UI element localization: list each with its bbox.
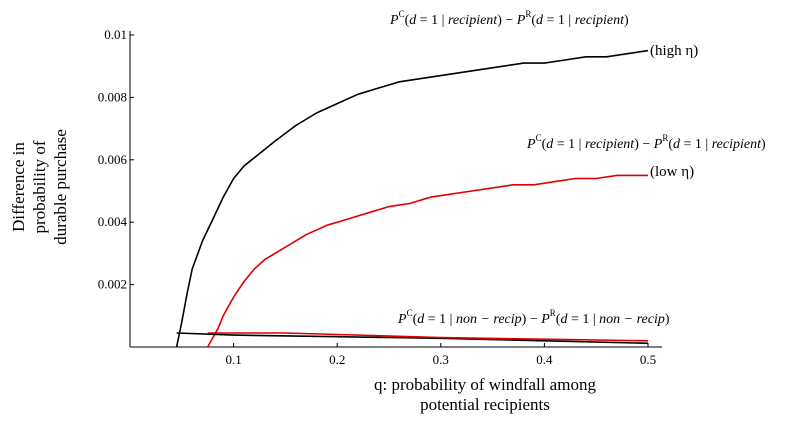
- annotation-part: ) −: [634, 137, 654, 152]
- annotation-part: P: [540, 312, 550, 327]
- series-line-nonrecip-3: [207, 332, 649, 342]
- annotation-part: C: [399, 9, 405, 19]
- annotation-part: ): [665, 312, 670, 327]
- annotation-part: C: [536, 133, 542, 143]
- series-lines: [175, 49, 649, 348]
- annotation-part: (: [556, 312, 561, 327]
- annotation-part: recipient: [448, 13, 498, 28]
- annotation-part: C: [407, 308, 413, 318]
- x-tick-label: 0.2: [329, 352, 345, 367]
- y-tick-label: 0.006: [98, 152, 128, 167]
- annotation-part: (: [668, 137, 673, 152]
- x-tick-label: 0.4: [536, 352, 553, 367]
- annotation-high: PC(d = 1 | recipient) − PR(d = 1 | recip…: [389, 9, 629, 28]
- annotation-part: P: [516, 13, 526, 28]
- annotation-part: = 1 |: [424, 312, 456, 327]
- annotation-part: R: [525, 9, 531, 19]
- series-line-low-1: [206, 174, 648, 348]
- annotation-part: (: [405, 13, 410, 28]
- annotation-part: recipient: [712, 137, 762, 152]
- annotation-part: P: [526, 137, 536, 152]
- annotation-part: = 1 |: [416, 13, 448, 28]
- annotation-part: = 1 |: [567, 312, 599, 327]
- annotation-part: ): [761, 137, 766, 152]
- annotation-part: d: [673, 137, 681, 152]
- x-tick-label: 0.5: [640, 352, 656, 367]
- annotation-suffix-high: (high η): [650, 43, 698, 59]
- annotation-part: d: [409, 13, 417, 28]
- annotation-part: non − recip: [599, 312, 665, 327]
- annotation-part: R: [662, 133, 668, 143]
- curve-annotations: PC(d = 1 | recipient) − PR(d = 1 | recip…: [389, 9, 766, 327]
- annotation-part: R: [550, 308, 556, 318]
- annotation-low: PC(d = 1 | recipient) − PR(d = 1 | recip…: [526, 133, 766, 152]
- annotation-part: = 1 |: [553, 137, 585, 152]
- annotation-part: d: [546, 137, 554, 152]
- axis-labels: q: probability of windfall amongpotentia…: [9, 129, 596, 414]
- annotation-part: ) −: [522, 312, 542, 327]
- series-line-high-0: [175, 49, 649, 348]
- annotation-part: (: [542, 137, 547, 152]
- annotation-part: = 1 |: [680, 137, 712, 152]
- annotation-part: recipient: [575, 13, 625, 28]
- annotation-part: non − recip: [456, 312, 522, 327]
- annotation-part: P: [397, 312, 407, 327]
- y-axis-label: probability of: [30, 140, 49, 233]
- annotation-part: P: [389, 13, 399, 28]
- y-tick-label: 0.002: [98, 277, 127, 292]
- annotation-part: d: [536, 13, 544, 28]
- annotation-part: ) −: [497, 13, 517, 28]
- annotation-nonrecip: PC(d = 1 | non − recip) − PR(d = 1 | non…: [397, 308, 670, 327]
- annotation-suffix-low: (low η): [650, 164, 694, 180]
- x-axis-label: potential recipients: [420, 395, 550, 414]
- annotation-part: (: [413, 312, 418, 327]
- x-tick-label: 0.1: [225, 352, 241, 367]
- y-tick-label: 0.008: [98, 89, 127, 104]
- annotation-part: = 1 |: [543, 13, 575, 28]
- annotation-part: d: [560, 312, 568, 327]
- series-line-nonrecip-2: [176, 332, 649, 345]
- annotation-part: recipient: [585, 137, 635, 152]
- y-tick-label: 0.004: [98, 214, 128, 229]
- x-axis-label: q: probability of windfall among: [374, 375, 596, 394]
- annotation-part: d: [417, 312, 425, 327]
- y-tick-label: 0.01: [104, 27, 127, 42]
- x-tick-label: 0.3: [433, 352, 449, 367]
- y-axis-label: Difference in: [9, 142, 28, 232]
- tick-marks: 0.1 0.2 0.3 0.4 0.5 0.002 0.004 0.006 0.008 0.01: [98, 27, 656, 367]
- y-axis-label: durable purchase: [51, 129, 70, 245]
- annotation-part: ): [624, 13, 629, 28]
- annotation-part: P: [653, 137, 663, 152]
- annotation-part: (: [531, 13, 536, 28]
- axes: [129, 31, 662, 348]
